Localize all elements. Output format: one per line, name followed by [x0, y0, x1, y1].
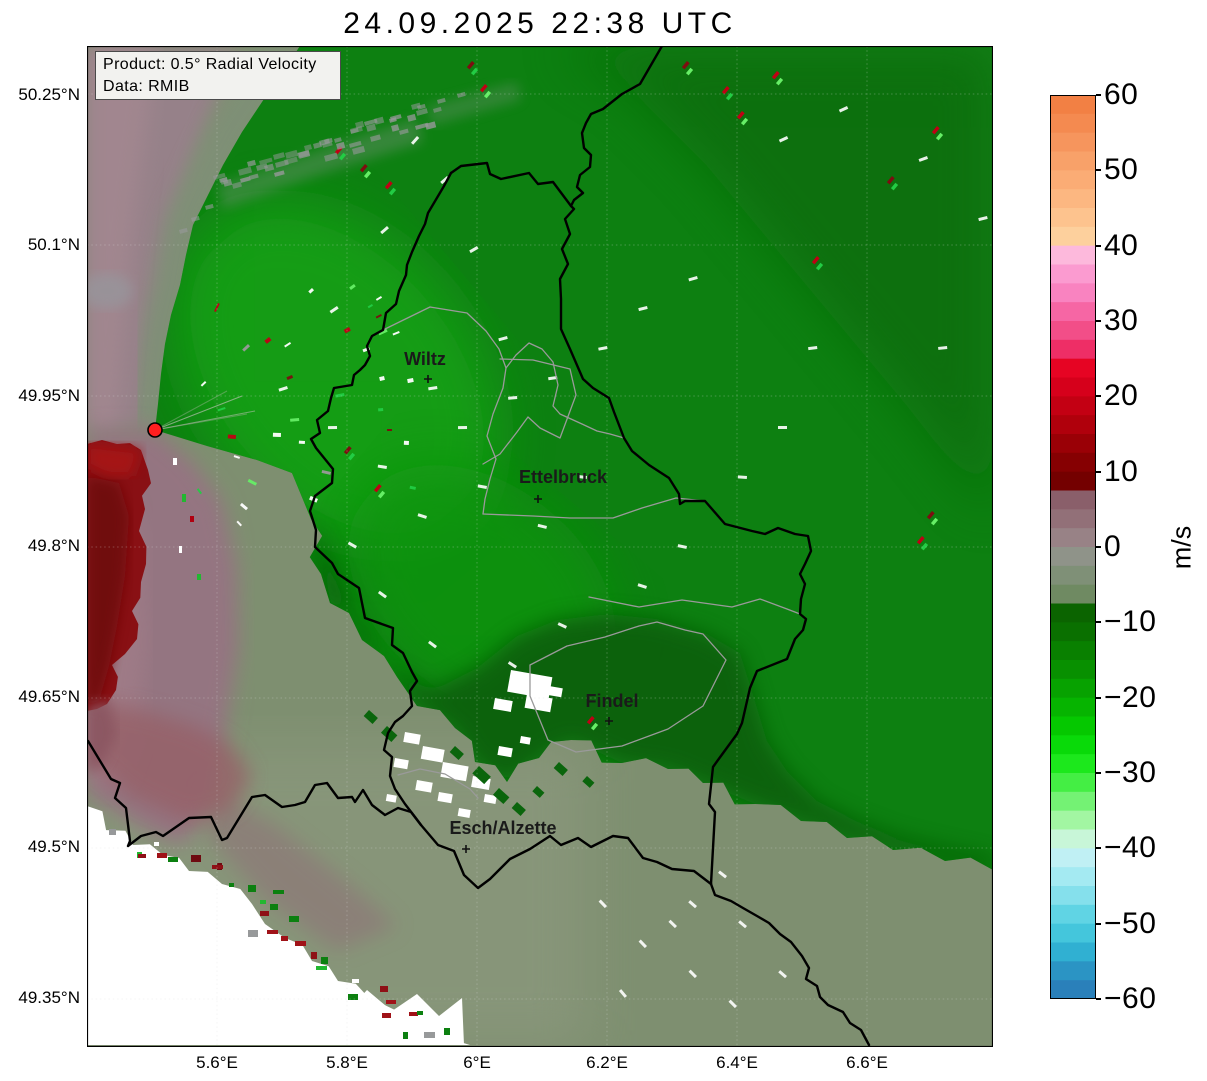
svg-text:Findel: Findel — [586, 691, 639, 711]
svg-text:Ettelbruck: Ettelbruck — [519, 467, 608, 487]
svg-text:Wiltz: Wiltz — [404, 349, 446, 369]
svg-text:Esch/Alzette: Esch/Alzette — [449, 818, 556, 838]
